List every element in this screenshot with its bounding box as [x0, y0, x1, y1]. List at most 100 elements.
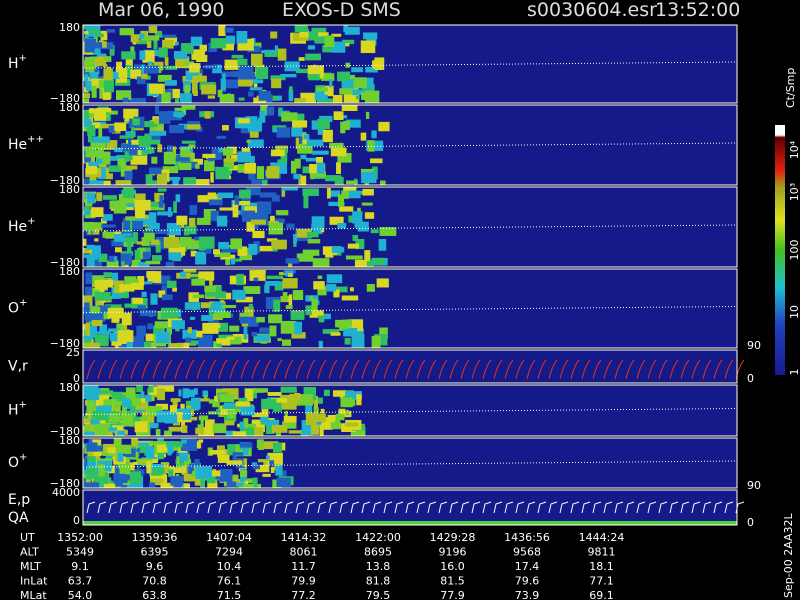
spectrogram-cell	[136, 241, 146, 245]
spectrogram-cell	[148, 385, 154, 393]
spectrogram-cell	[201, 315, 213, 321]
spectrogram-cell	[103, 419, 111, 430]
spectrogram-cell	[249, 128, 259, 138]
spectrogram-cell	[120, 474, 128, 484]
spectrogram-cell	[232, 452, 244, 456]
trace	[559, 501, 569, 514]
spectrogram-cell	[309, 413, 326, 423]
spectrogram-cell	[194, 179, 210, 185]
row-cell: 1429:28	[430, 531, 476, 544]
trace	[361, 359, 371, 380]
spectrogram-cell	[179, 236, 192, 247]
spectrogram-cell	[311, 298, 318, 312]
spectrogram-cell	[249, 87, 263, 91]
spectrogram-cell	[132, 118, 140, 126]
spectrogram-cell	[270, 398, 287, 403]
panel-label-text: O	[8, 301, 19, 317]
trace	[405, 501, 415, 514]
spectrogram-cell	[354, 221, 363, 228]
spectrogram-cell	[144, 421, 154, 425]
spectrogram-cell	[288, 89, 294, 102]
spectrogram-cell	[94, 259, 102, 267]
spectrogram-cell	[140, 281, 153, 285]
row-cell: 1444:24	[579, 531, 625, 544]
spectrogram-cell	[303, 134, 310, 140]
panel-frame	[82, 349, 738, 384]
spectrogram-cell	[252, 230, 265, 239]
spectrogram-cell	[310, 424, 320, 435]
spectrogram-cell	[93, 331, 111, 335]
spectrogram-cell	[147, 456, 159, 464]
row-cell: 63.8	[142, 589, 167, 600]
spectrogram-cell	[321, 417, 333, 430]
spectrogram-cell	[193, 90, 198, 97]
row-cell: 6395	[141, 546, 169, 559]
spectrogram-cell	[153, 118, 159, 124]
trace	[152, 501, 162, 514]
spectrogram-cell	[313, 281, 325, 290]
spectrogram-cell	[181, 425, 188, 433]
spectrogram-cell	[98, 127, 103, 138]
colorbar-title: Ct/Smp	[784, 68, 797, 108]
spectrogram-cell	[261, 398, 277, 410]
trace	[427, 501, 437, 514]
spectrogram-cell	[166, 223, 181, 236]
spectrogram-cell	[136, 325, 146, 337]
spectrogram-cell	[137, 150, 142, 155]
trace	[460, 359, 470, 380]
panel-label-text: He	[8, 219, 27, 235]
spectrogram-cell	[219, 94, 235, 103]
trace	[581, 359, 591, 380]
spectrogram-cell	[297, 143, 313, 154]
spectrogram-cell	[118, 68, 128, 78]
spectrogram-cell	[291, 127, 303, 137]
spectrogram-cell	[83, 109, 92, 120]
spectrogram-cell	[115, 444, 132, 454]
spectrogram-cell	[329, 142, 344, 149]
trace	[163, 359, 173, 380]
spectrogram-cell	[255, 464, 270, 473]
spectrogram-cell	[148, 25, 158, 34]
spectrogram-cell	[121, 312, 132, 326]
spectrogram-cell	[154, 193, 160, 203]
spectrogram-cell	[155, 331, 170, 344]
spectrogram-cell	[121, 261, 125, 267]
spectrogram-cell	[265, 95, 280, 101]
spectrogram-cell	[374, 57, 385, 70]
spectrogram-cell	[341, 79, 354, 91]
spectrogram-cell	[232, 204, 239, 218]
spectrogram-cell	[181, 105, 196, 110]
panel-label: H+	[8, 400, 27, 419]
spectrogram-cell	[237, 38, 254, 51]
row-cell: 5349	[66, 546, 94, 559]
spectrogram-cell	[89, 71, 99, 80]
spectrogram-cell	[198, 439, 204, 443]
spectrogram-cell	[210, 172, 214, 183]
spectrogram-cell	[274, 281, 284, 291]
spectrogram-cell	[216, 135, 227, 139]
spectrogram-cell	[100, 218, 107, 224]
right-tick-label: 90	[747, 479, 761, 492]
spectrogram-cell	[94, 111, 106, 121]
file-name: s0030604.esr	[527, 0, 657, 21]
spectrogram-cell	[314, 36, 332, 44]
spectrogram-cell	[102, 399, 113, 410]
row-cell: 1414:32	[281, 531, 327, 544]
spectrogram-cell	[144, 35, 160, 41]
y-tick-label: 4000	[52, 486, 80, 499]
spectrogram-cell	[106, 163, 111, 168]
spectrogram-cell	[102, 231, 117, 238]
spectrogram-cell	[117, 158, 127, 170]
spectrogram-cell	[132, 297, 144, 304]
panel-label-superscript: ++	[27, 134, 44, 145]
row-cell: 1436:56	[504, 531, 550, 544]
spectrogram-cell	[100, 390, 114, 394]
spectrogram-cell	[248, 303, 253, 310]
spectrogram-cell	[146, 180, 157, 185]
spectrogram-cell	[285, 258, 299, 264]
spectrogram-cell	[134, 199, 151, 211]
spectrogram-cell	[127, 156, 142, 161]
panel	[83, 269, 737, 348]
row-cell: 70.8	[142, 575, 167, 588]
spectrogram-cell	[85, 80, 94, 91]
